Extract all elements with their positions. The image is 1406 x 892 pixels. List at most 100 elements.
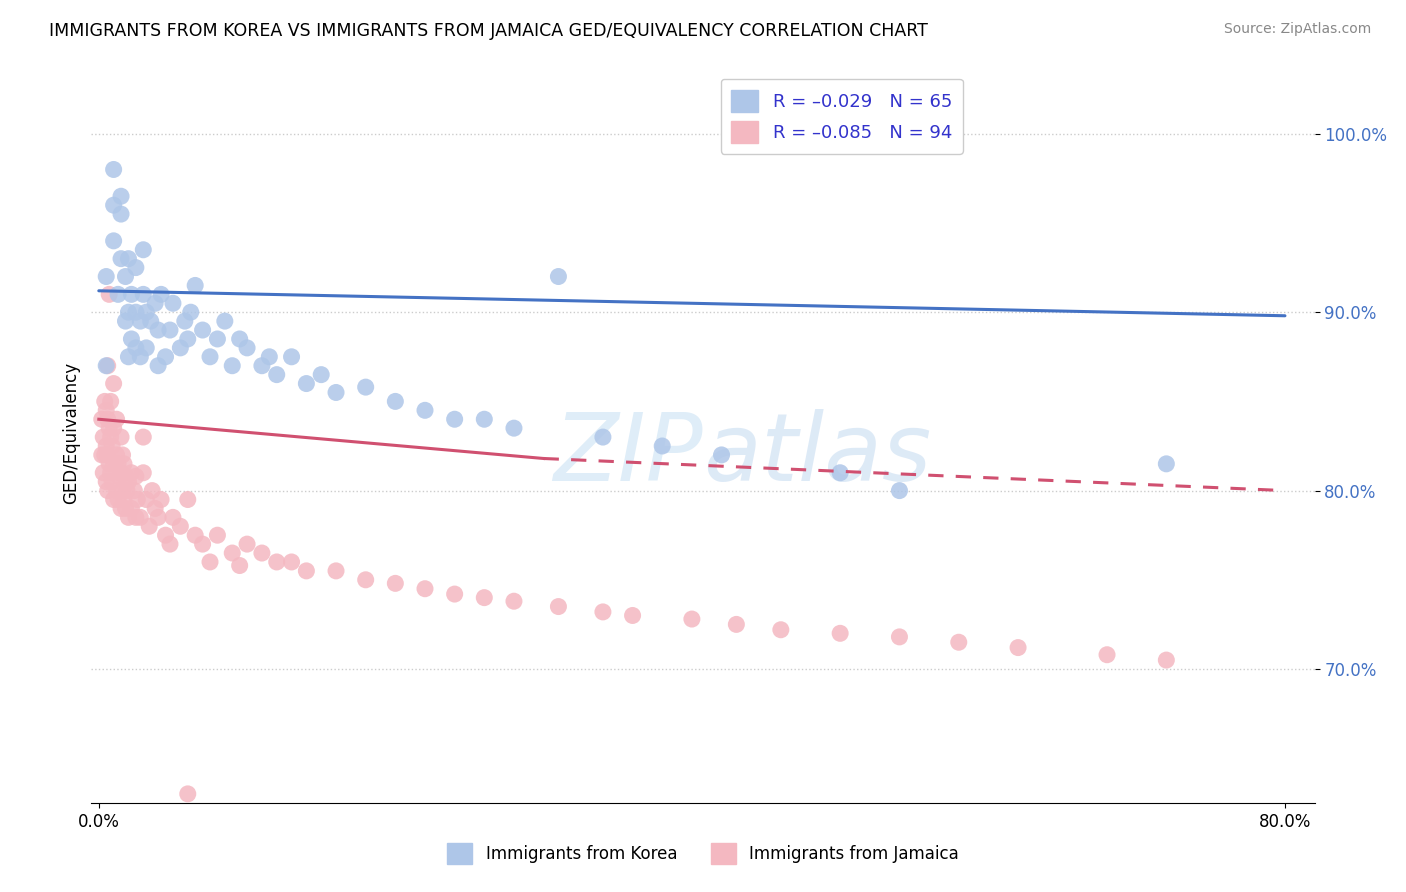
Point — [117, 510, 139, 524]
Point — [135, 492, 157, 507]
Point — [177, 492, 200, 507]
Point — [105, 483, 128, 498]
Point — [97, 448, 120, 462]
Point — [110, 430, 132, 444]
Point — [710, 448, 733, 462]
Point — [114, 314, 136, 328]
Point — [141, 483, 163, 498]
Point — [1095, 648, 1118, 662]
Point — [103, 421, 125, 435]
Text: ZIP: ZIP — [554, 409, 703, 500]
Point — [592, 430, 614, 444]
Point — [98, 421, 121, 435]
Point — [107, 492, 129, 507]
Point — [169, 341, 191, 355]
Point — [769, 623, 792, 637]
Point — [207, 528, 229, 542]
Point — [155, 528, 177, 542]
Point — [184, 278, 207, 293]
Point — [103, 457, 125, 471]
Point — [443, 587, 465, 601]
Point — [830, 626, 852, 640]
Point — [146, 359, 169, 373]
Point — [125, 469, 148, 483]
Point — [132, 243, 155, 257]
Point — [132, 287, 155, 301]
Point — [155, 350, 177, 364]
Point — [295, 564, 318, 578]
Point — [354, 380, 377, 394]
Point — [384, 394, 406, 409]
Point — [173, 314, 195, 328]
Point — [309, 368, 332, 382]
Point — [112, 457, 135, 471]
Point — [96, 403, 118, 417]
Point — [191, 537, 214, 551]
Point — [413, 403, 436, 417]
Point — [117, 475, 139, 489]
Point — [236, 341, 259, 355]
Point — [325, 564, 347, 578]
Point — [681, 612, 703, 626]
Point — [259, 350, 281, 364]
Point — [120, 332, 142, 346]
Point — [177, 332, 200, 346]
Point — [325, 385, 347, 400]
Point — [191, 323, 214, 337]
Point — [830, 466, 852, 480]
Point — [651, 439, 673, 453]
Point — [110, 207, 132, 221]
Point — [112, 492, 135, 507]
Point — [120, 287, 142, 301]
Point — [159, 537, 181, 551]
Point — [547, 269, 569, 284]
Point — [184, 528, 207, 542]
Point — [93, 448, 115, 462]
Point — [101, 439, 124, 453]
Legend: R = –0.029   N = 65, R = –0.085   N = 94: R = –0.029 N = 65, R = –0.085 N = 94 — [720, 78, 963, 153]
Point — [132, 430, 155, 444]
Point — [107, 287, 129, 301]
Point — [384, 576, 406, 591]
Point — [221, 546, 243, 560]
Point — [139, 314, 162, 328]
Point — [103, 162, 125, 177]
Point — [114, 501, 136, 516]
Point — [91, 466, 114, 480]
Point — [146, 510, 169, 524]
Point — [472, 591, 495, 605]
Point — [150, 287, 173, 301]
Point — [177, 787, 200, 801]
Point — [93, 394, 115, 409]
Point — [228, 332, 250, 346]
Point — [725, 617, 748, 632]
Point — [108, 469, 131, 483]
Point — [214, 314, 236, 328]
Point — [105, 412, 128, 426]
Point — [236, 537, 259, 551]
Point — [221, 359, 243, 373]
Point — [135, 341, 157, 355]
Text: Source: ZipAtlas.com: Source: ZipAtlas.com — [1223, 22, 1371, 37]
Point — [503, 594, 526, 608]
Point — [90, 412, 112, 426]
Point — [97, 412, 120, 426]
Point — [129, 314, 152, 328]
Point — [114, 269, 136, 284]
Point — [162, 296, 184, 310]
Point — [98, 457, 121, 471]
Point — [250, 359, 273, 373]
Point — [250, 546, 273, 560]
Point — [97, 483, 120, 498]
Point — [100, 394, 122, 409]
Point — [103, 234, 125, 248]
Y-axis label: GED/Equivalency: GED/Equivalency — [62, 361, 80, 504]
Point — [96, 359, 118, 373]
Point — [443, 412, 465, 426]
Point — [547, 599, 569, 614]
Point — [295, 376, 318, 391]
Point — [150, 492, 173, 507]
Point — [107, 457, 129, 471]
Point — [114, 469, 136, 483]
Point — [120, 466, 142, 480]
